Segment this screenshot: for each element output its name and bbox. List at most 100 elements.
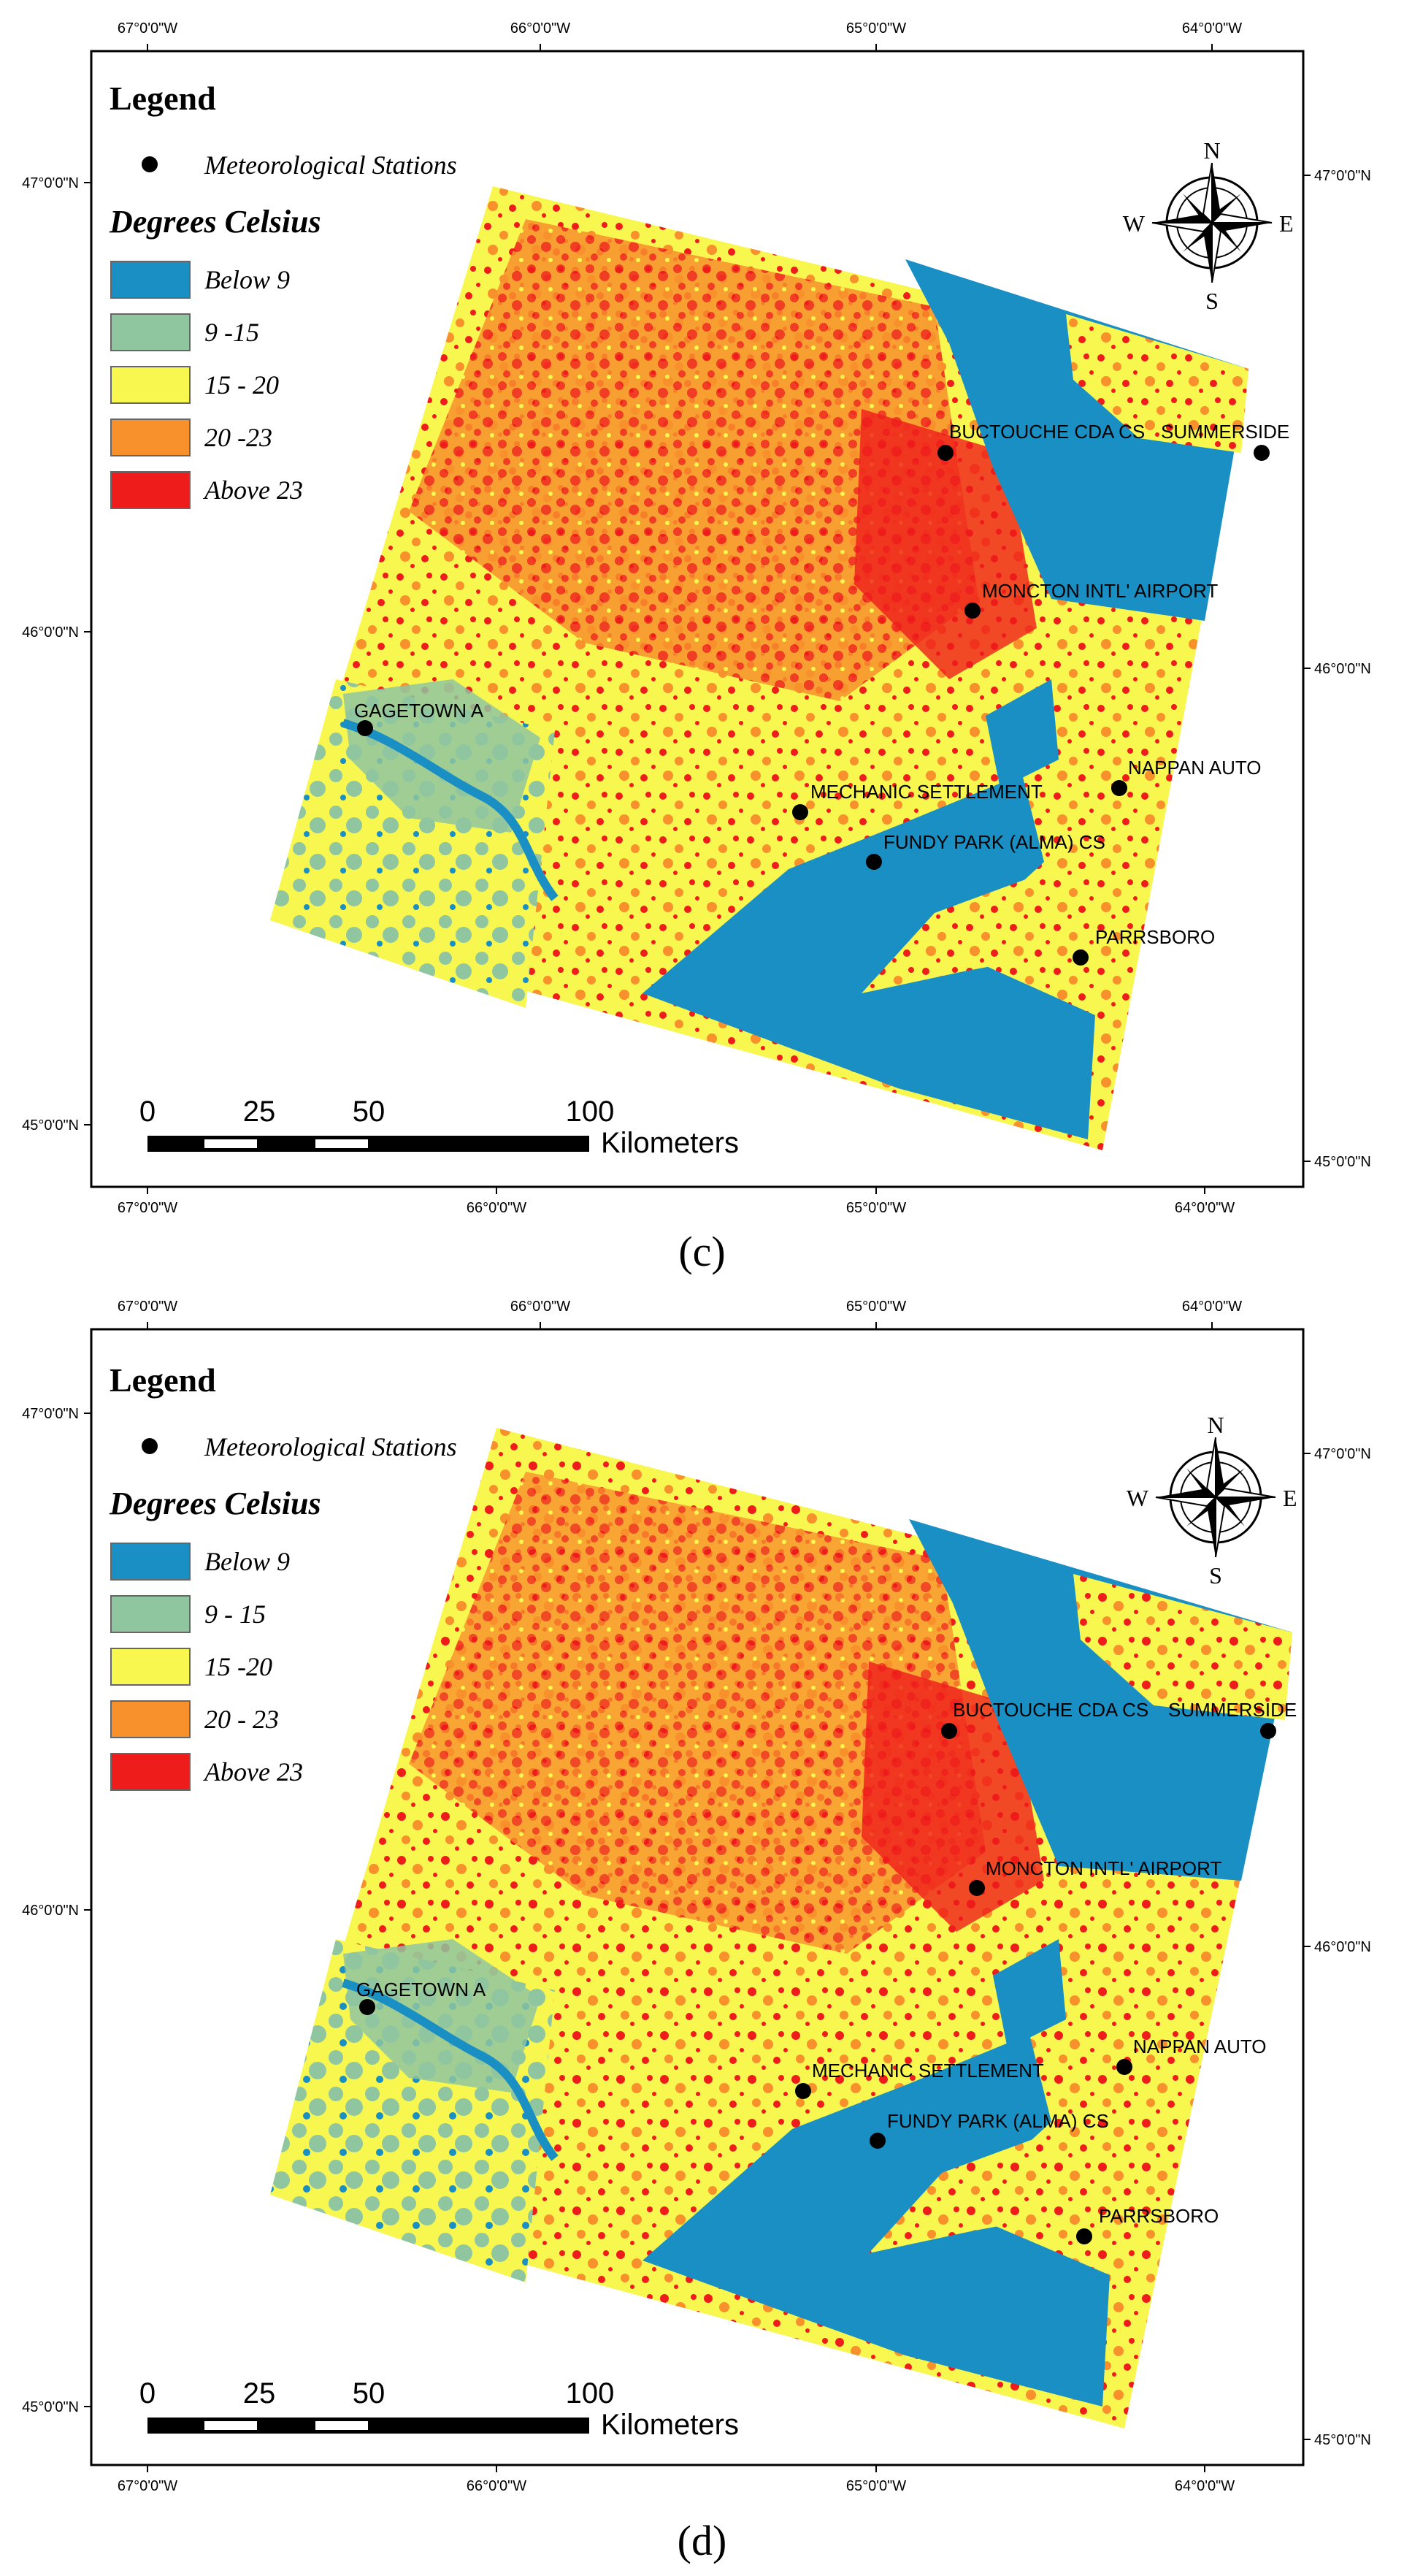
right-tick-label: 45°0'0"N: [1314, 1154, 1371, 1170]
left-tick-label: 45°0'0"N: [22, 2399, 79, 2415]
station-label: FUNDY PARK (ALMA) CS: [887, 2110, 1109, 2132]
legend-title: Legend: [110, 80, 216, 117]
station-marker: [357, 720, 373, 736]
legend: Legend Meteorological Stations Degrees C…: [109, 80, 457, 509]
compass-rose-icon: N E S W: [1123, 137, 1294, 314]
legend-class-label: 9 - 15: [204, 1600, 266, 1629]
compass-east-label: E: [1283, 1485, 1297, 1511]
bottom-tick-label: 65°0'0"W: [846, 1200, 906, 1216]
compass-east-label: E: [1279, 210, 1294, 237]
station-marker: [1116, 2059, 1132, 2075]
map-svg-c: 67°0'0"W 66°0'0"W 65°0'0"W 64°0'0"W 67°0…: [22, 20, 1371, 1216]
legend-swatch-below-9: [110, 261, 191, 299]
scale-tick-label: 0: [139, 1096, 156, 1128]
scale-unit-label: Kilometers: [601, 2409, 739, 2441]
compass-south-label: S: [1209, 1562, 1222, 1589]
station-marker: [1073, 949, 1089, 966]
map-panel-c: 67°0'0"W 66°0'0"W 65°0'0"W 64°0'0"W 67°0…: [0, 0, 1404, 1282]
bay-of-fundy: [642, 774, 1095, 1139]
station-label: GAGETOWN A: [356, 1979, 486, 2000]
legend-swatch-9-15: [110, 1595, 191, 1633]
scale-tick-label: 25: [243, 1096, 276, 1128]
station-label: MONCTON INTL' AIRPORT: [986, 1857, 1221, 1879]
station-marker: [964, 603, 981, 619]
panel-caption-c: (c): [678, 1228, 726, 1275]
legend-class-label: Below 9: [204, 265, 290, 294]
legend-class-label: Above 23: [203, 475, 303, 505]
legend-class-label: Below 9: [204, 1547, 290, 1576]
station-label: NAPPAN AUTO: [1128, 757, 1262, 779]
prince-edward-island: [1066, 314, 1248, 453]
scale-unit-label: Kilometers: [601, 1127, 739, 1159]
station-symbol: [142, 156, 158, 172]
right-tick-label: 46°0'0"N: [1314, 1939, 1371, 1955]
station-label: MONCTON INTL' AIRPORT: [982, 580, 1218, 602]
map-svg-d: 67°0'0"W 66°0'0"W 65°0'0"W 64°0'0"W 67°0…: [22, 1299, 1371, 2494]
legend-swatch-below-9: [110, 1543, 191, 1581]
legend-title: Legend: [110, 1361, 216, 1399]
legend: Legend Meteorological Stations Degrees C…: [109, 1361, 457, 1791]
left-tick-label: 47°0'0"N: [22, 1406, 79, 1422]
graticule-ticks: [84, 1322, 1311, 2472]
legend-swatch-above-23: [110, 471, 191, 509]
bottom-tick-label: 67°0'0"W: [118, 1200, 177, 1216]
top-tick-label: 65°0'0"W: [846, 20, 906, 37]
scale-tick-label: 50: [353, 1096, 385, 1128]
legend-class-label: 20 - 23: [204, 1705, 279, 1734]
top-tick-label: 67°0'0"W: [118, 20, 177, 37]
station-label: GAGETOWN A: [354, 700, 484, 722]
legend-swatch-9-15: [110, 313, 191, 351]
station-marker: [1076, 2228, 1092, 2244]
scale-tick-label: 100: [566, 1096, 615, 1128]
right-tick-label: 47°0'0"N: [1314, 168, 1371, 184]
compass-north-label: N: [1207, 1412, 1224, 1438]
stations: BUCTOUCHE CDA CS SUMMERSIDE MONCTON INTL…: [356, 1699, 1297, 2244]
top-tick-label: 64°0'0"W: [1182, 20, 1242, 37]
right-tick-label: 47°0'0"N: [1314, 1446, 1371, 1462]
station-label: BUCTOUCHE CDA CS: [953, 1699, 1148, 1721]
temperature-raster: [270, 1428, 1292, 2428]
right-tick-label: 46°0'0"N: [1314, 661, 1371, 677]
station-label: SUMMERSIDE: [1161, 421, 1289, 443]
station-label: FUNDY PARK (ALMA) CS: [883, 831, 1105, 853]
scale-tick-label: 100: [566, 2377, 615, 2409]
bottom-tick-label: 66°0'0"W: [467, 2478, 526, 2494]
top-tick-label: 64°0'0"W: [1182, 1299, 1242, 1315]
temperature-raster: [270, 186, 1248, 1150]
top-tick-label: 66°0'0"W: [510, 20, 570, 37]
map-panel-d: 67°0'0"W 66°0'0"W 65°0'0"W 64°0'0"W 67°0…: [0, 1282, 1404, 2576]
legend-stations-label: Meteorological Stations: [204, 1432, 457, 1461]
right-tick-label: 45°0'0"N: [1314, 2432, 1371, 2448]
left-tick-label: 46°0'0"N: [22, 624, 79, 641]
legend-swatch-above-23: [110, 1753, 191, 1791]
scale-bar: 0 25 50 100 Kilometers: [139, 1096, 739, 1159]
legend-swatch-20-23: [110, 1700, 191, 1738]
station-marker: [1260, 1723, 1276, 1739]
bottom-tick-label: 64°0'0"W: [1175, 1200, 1235, 1216]
legend-stations-label: Meteorological Stations: [204, 150, 457, 180]
station-label: PARRSBORO: [1099, 2205, 1219, 2227]
graticule-ticks: [84, 44, 1311, 1194]
station-label: MECHANIC SETTLEMENT: [812, 2060, 1044, 2082]
panel-caption-d: (d): [677, 2517, 727, 2564]
scale-bar: 0 25 50 100 Kilometers: [139, 2377, 739, 2441]
prince-edward-island: [1073, 1574, 1292, 1720]
bottom-tick-label: 65°0'0"W: [846, 2478, 906, 2494]
legend-class-label: 20 -23: [204, 423, 272, 452]
top-tick-label: 66°0'0"W: [510, 1299, 570, 1315]
legend-class-label: Above 23: [203, 1757, 303, 1786]
station-label: BUCTOUCHE CDA CS: [949, 421, 1145, 443]
compass-west-label: W: [1127, 1485, 1149, 1511]
legend-units-title: Degrees Celsius: [109, 1486, 321, 1521]
station-marker: [941, 1723, 957, 1739]
legend-class-label: 15 -20: [204, 1652, 272, 1681]
legend-swatch-20-23: [110, 418, 191, 456]
left-tick-label: 47°0'0"N: [22, 175, 79, 191]
station-marker: [359, 1999, 375, 2015]
left-tick-label: 45°0'0"N: [22, 1117, 79, 1134]
bottom-tick-label: 66°0'0"W: [467, 1200, 526, 1216]
scale-tick-label: 0: [139, 2377, 156, 2409]
station-marker: [795, 2083, 811, 2099]
stations: BUCTOUCHE CDA CS SUMMERSIDE MONCTON INTL…: [354, 421, 1289, 966]
station-marker: [1254, 445, 1270, 461]
